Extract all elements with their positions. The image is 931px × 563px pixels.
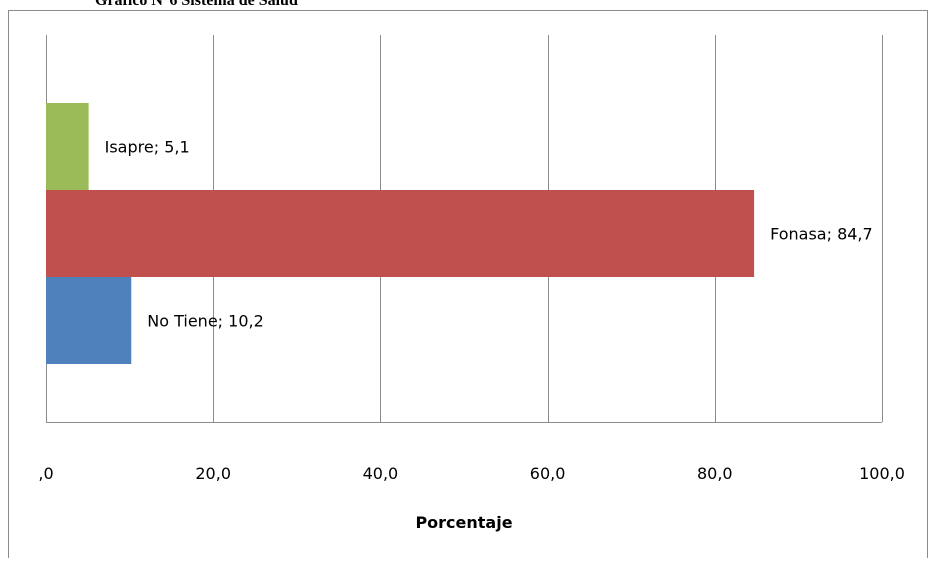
data-label: Isapre; 5,1 — [105, 138, 190, 157]
chart-title: Gráfico N°6 Sistema de Salud — [95, 0, 298, 9]
x-tick-label: 100,0 — [859, 464, 905, 483]
x-tick-label: 60,0 — [530, 464, 566, 483]
data-labels: No Tiene; 10,2 Fonasa; 84,7 Isapre; 5,1 — [105, 138, 873, 331]
x-axis-title: Porcentaje — [415, 513, 512, 532]
bar-no-tiene — [46, 277, 132, 364]
x-tick-label: 80,0 — [697, 464, 733, 483]
x-tick-label: ,0 — [38, 464, 53, 483]
bar-isapre — [46, 103, 89, 190]
data-label: Fonasa; 84,7 — [770, 225, 873, 244]
x-axis-ticks: ,0 20,0 40,0 60,0 80,0 100,0 — [38, 464, 905, 483]
bars — [46, 103, 755, 364]
data-label: No Tiene; 10,2 — [147, 312, 264, 331]
x-tick-label: 40,0 — [363, 464, 399, 483]
chart-frame — [8, 10, 928, 558]
x-tick-label: 20,0 — [195, 464, 231, 483]
bar-fonasa — [46, 190, 755, 277]
